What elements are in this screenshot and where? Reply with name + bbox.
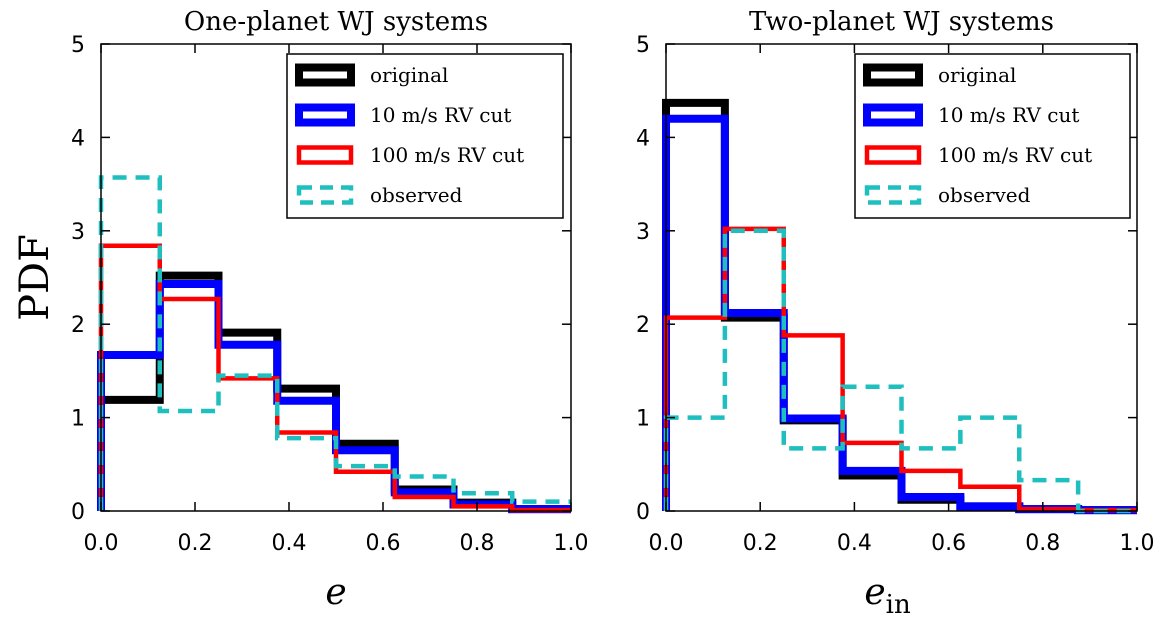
series-original — [97, 271, 571, 514]
legend-label: observed — [370, 183, 463, 207]
x-tick-label: 0.4 — [272, 531, 307, 556]
x-tick-label: 1.0 — [554, 531, 589, 556]
axes-frame — [100, 43, 572, 512]
x-tick-label: 0.0 — [84, 531, 119, 556]
series-10-m-s-rv-cut — [97, 280, 571, 514]
panel-2: 0.0 0.2 0.4 0.6 0.8 1.0 0 1 2 3 4 5 Two-planet WJ sy… — [636, 7, 1155, 619]
y-axis-label: PDF — [12, 234, 58, 321]
x-tick-label: 0.6 — [931, 531, 966, 556]
legend-label: original — [938, 63, 1016, 87]
legend-label: original — [370, 63, 448, 87]
series-100-m-s-rv-cut — [663, 226, 1137, 513]
legend: original 10 m/s RV cut 100 m/s RV cut obser… — [286, 53, 564, 219]
legend: original 10 m/s RV cut 100 m/s RV cut obser… — [854, 53, 1131, 219]
y-tick-label: 1 — [636, 407, 650, 432]
x-axis-label-main: e — [864, 572, 885, 613]
panel-title: One-planet WJ systems — [184, 7, 488, 37]
y-tick-label: 2 — [71, 313, 85, 338]
legend-label: 10 m/s RV cut — [938, 103, 1079, 127]
x-tick-label: 0.8 — [1025, 531, 1060, 556]
y-tick-label: 2 — [636, 313, 650, 338]
x-tick-label: 0.2 — [743, 531, 778, 556]
x-axis-label-main: e — [325, 572, 346, 613]
legend-swatch — [863, 103, 923, 127]
x-axis-label-subscript: in — [886, 590, 911, 619]
panel-1: 0.0 0.2 0.4 0.6 0.8 1.0 0 1 2 3 4 5 One-planet WJ sy… — [12, 7, 589, 613]
legend-label: 100 m/s RV cut — [938, 143, 1092, 167]
y-tick-label: 1 — [71, 407, 85, 432]
x-tick-label: 0.2 — [178, 531, 213, 556]
legend-swatch — [295, 63, 355, 87]
y-tick-label: 5 — [71, 33, 85, 58]
series-observed — [98, 175, 571, 511]
y-tick-label: 5 — [636, 33, 650, 58]
legend-swatch — [864, 185, 922, 205]
y-tick-label: 0 — [71, 500, 85, 525]
series-observed — [663, 228, 1137, 514]
x-tick-label: 1.0 — [1120, 531, 1155, 556]
y-tick-label: 3 — [71, 220, 85, 245]
axes-frame — [665, 43, 1138, 512]
legend-swatch — [296, 185, 354, 205]
legend-label: 100 m/s RV cut — [370, 143, 524, 167]
x-tick-label: 0.6 — [366, 531, 401, 556]
y-tick-label: 3 — [636, 220, 650, 245]
legend-swatch — [863, 63, 923, 87]
x-tick-label: 0.4 — [837, 531, 872, 556]
legend-swatch — [296, 145, 354, 165]
legend-label: 10 m/s RV cut — [370, 103, 511, 127]
panel-title: Two-planet WJ systems — [749, 7, 1054, 37]
x-axis-label: e — [325, 572, 346, 613]
legend-label: observed — [938, 183, 1031, 207]
x-tick-label: 0.8 — [460, 531, 495, 556]
x-axis-label: ein — [864, 572, 911, 619]
x-tick-label: 0.0 — [649, 531, 684, 556]
legend-swatch — [295, 103, 355, 127]
y-tick-label: 4 — [71, 126, 85, 151]
y-tick-label: 0 — [636, 500, 650, 525]
y-tick-label: 4 — [636, 126, 650, 151]
legend-swatch — [864, 145, 922, 165]
